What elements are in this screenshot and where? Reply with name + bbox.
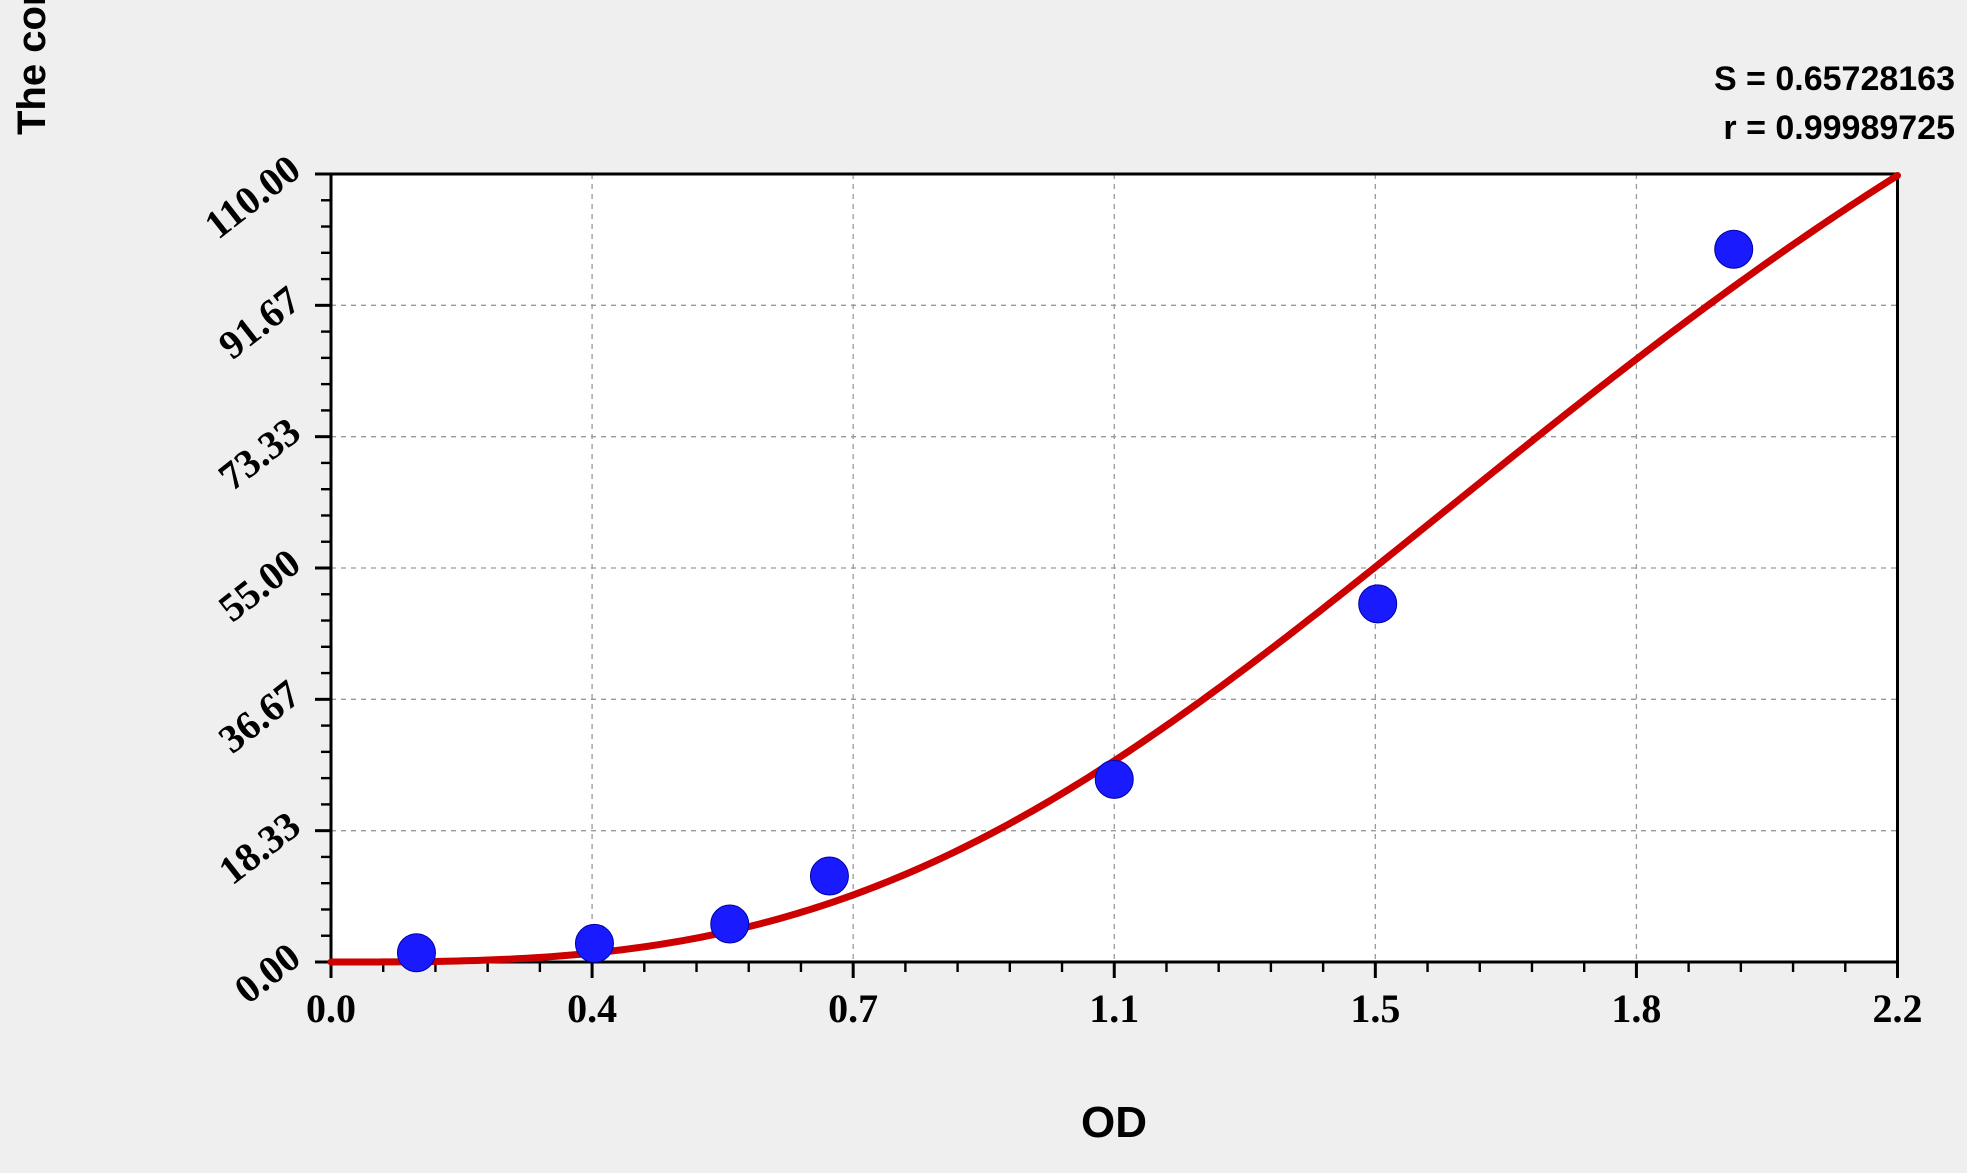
svg-text:1.8: 1.8 (1611, 986, 1661, 1031)
svg-text:0.7: 0.7 (828, 986, 878, 1031)
svg-text:1.5: 1.5 (1350, 986, 1400, 1031)
svg-text:0.0: 0.0 (306, 986, 356, 1031)
svg-text:2.2: 2.2 (1873, 986, 1923, 1031)
svg-text:0.4: 0.4 (567, 986, 617, 1031)
svg-text:1.1: 1.1 (1089, 986, 1139, 1031)
